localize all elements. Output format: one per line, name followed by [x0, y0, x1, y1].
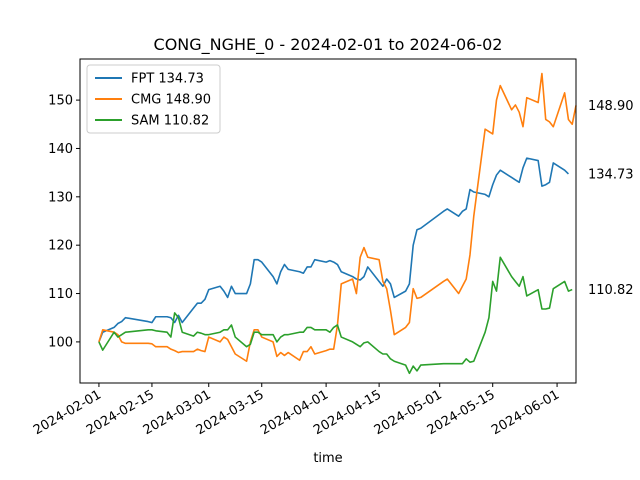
end-label-1: 134.73: [588, 167, 634, 182]
y-tick-label-6: 150: [48, 94, 73, 109]
y-tick-label-1: 100: [48, 335, 73, 350]
series-line-1: [98, 157, 569, 343]
y-tick-label-5: 140: [48, 142, 73, 157]
series-layer: [98, 72, 577, 375]
end-label-2: 148.90: [588, 99, 634, 114]
x-axis-label: time: [313, 451, 342, 466]
y-axis: 100 110 120 130 140 150: [48, 94, 80, 350]
legend-box: [86, 64, 221, 134]
legend-label-2: CMG 148.90: [131, 93, 211, 108]
chart-title: CONG_NGHE_0 - 2024-02-01 to 2024-06-02: [154, 35, 503, 55]
end-labels: 134.73 148.90 110.82: [588, 99, 634, 298]
series-line-3: [98, 256, 573, 375]
y-tick-label-4: 130: [48, 190, 73, 205]
legend: FPT 134.73 CMG 148.90 SAM 110.82: [86, 64, 221, 134]
legend-label-1: FPT 134.73: [131, 72, 204, 87]
plot-area: [79, 58, 577, 384]
y-tick-label-2: 110: [48, 287, 73, 302]
y-tick-label-3: 120: [48, 239, 73, 254]
legend-label-3: SAM 110.82: [131, 114, 209, 129]
end-label-3: 110.82: [588, 283, 634, 298]
